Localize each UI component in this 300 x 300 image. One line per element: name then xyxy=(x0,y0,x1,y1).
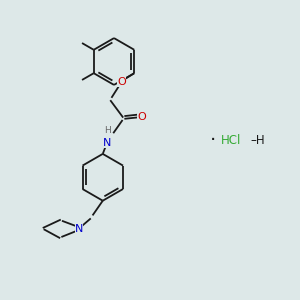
Text: O: O xyxy=(117,76,126,87)
Text: O: O xyxy=(137,112,146,122)
Text: H: H xyxy=(104,126,111,135)
Text: N: N xyxy=(103,138,112,148)
Text: N: N xyxy=(75,224,83,234)
Text: –H: –H xyxy=(250,134,265,148)
Text: HCl: HCl xyxy=(220,134,241,148)
Text: ·: · xyxy=(210,131,216,151)
